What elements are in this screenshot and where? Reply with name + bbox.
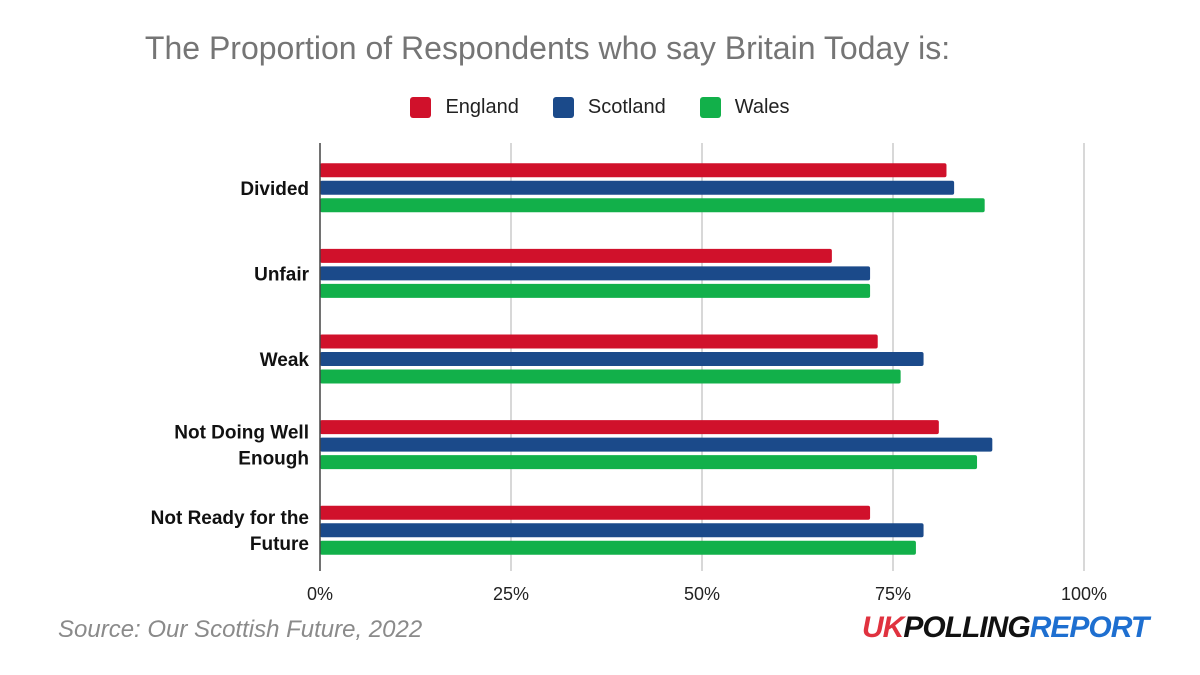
bar-england-4 <box>320 505 871 520</box>
bar-wales-0 <box>320 198 985 213</box>
bar-scotland-2 <box>320 352 924 366</box>
bar-england-3 <box>320 420 939 435</box>
legend-label-wales: Wales <box>734 96 790 118</box>
bar-scotland-0 <box>320 180 955 195</box>
legend-item-england: England <box>410 96 519 119</box>
x-tick-label-50: 50% <box>684 584 720 604</box>
category-label-3: Not Doing Well Enough <box>174 423 309 470</box>
x-tick-label-25: 25% <box>493 584 529 604</box>
category-label-4-line-1: Future <box>250 534 309 555</box>
bars <box>320 163 993 555</box>
legend: England Scotland Wales <box>0 96 1200 119</box>
category-label-3-line-1: Enough <box>238 449 309 470</box>
legend-swatch-wales <box>699 97 721 118</box>
bar-scotland-1 <box>320 266 871 281</box>
legend-label-england: England <box>445 96 519 118</box>
bar-england-2 <box>320 334 878 349</box>
brand-logo: UKPOLLINGREPORT <box>862 611 1149 645</box>
legend-item-wales: Wales <box>699 96 790 119</box>
bar-england-0 <box>320 163 947 178</box>
category-label-0: Divided <box>240 179 309 200</box>
chart-title: The Proportion of Respondents who say Br… <box>144 30 951 66</box>
category-label-1-line-0: Unfair <box>254 264 310 285</box>
bar-scotland-3 <box>320 437 993 452</box>
category-label-2-line-0: Weak <box>260 350 310 371</box>
category-label-4: Not Ready for the Future <box>151 508 309 555</box>
category-label-0-line-0: Divided <box>240 179 309 200</box>
category-label-2: Weak <box>260 350 310 371</box>
bar-wales-3 <box>320 455 978 470</box>
category-label-4-line-0: Not Ready for the <box>151 508 309 529</box>
x-axis-ticks: 0% 25% 50% 75% 100% <box>307 584 1107 604</box>
source-note: Source: Our Scottish Future, 2022 <box>58 616 423 643</box>
category-label-3-line-0: Not Doing Well <box>174 423 309 444</box>
x-tick-label-100: 100% <box>1061 584 1107 604</box>
legend-swatch-scotland <box>552 97 574 118</box>
legend-swatch-england <box>410 97 432 118</box>
bar-england-1 <box>320 248 832 263</box>
bar-wales-1 <box>320 283 871 298</box>
brand-logo-polling: POLLING <box>903 611 1030 644</box>
x-tick-label-0: 0% <box>307 584 333 604</box>
bar-scotland-4 <box>320 523 924 538</box>
category-label-1: Unfair <box>254 264 310 285</box>
legend-label-scotland: Scotland <box>587 96 666 118</box>
brand-logo-report: REPORT <box>1029 611 1149 644</box>
brand-logo-uk: UK <box>862 611 904 644</box>
x-tick-label-75: 75% <box>875 584 911 604</box>
legend-item-scotland: Scotland <box>552 96 666 119</box>
bar-wales-2 <box>320 369 901 384</box>
bar-wales-4 <box>320 540 916 555</box>
